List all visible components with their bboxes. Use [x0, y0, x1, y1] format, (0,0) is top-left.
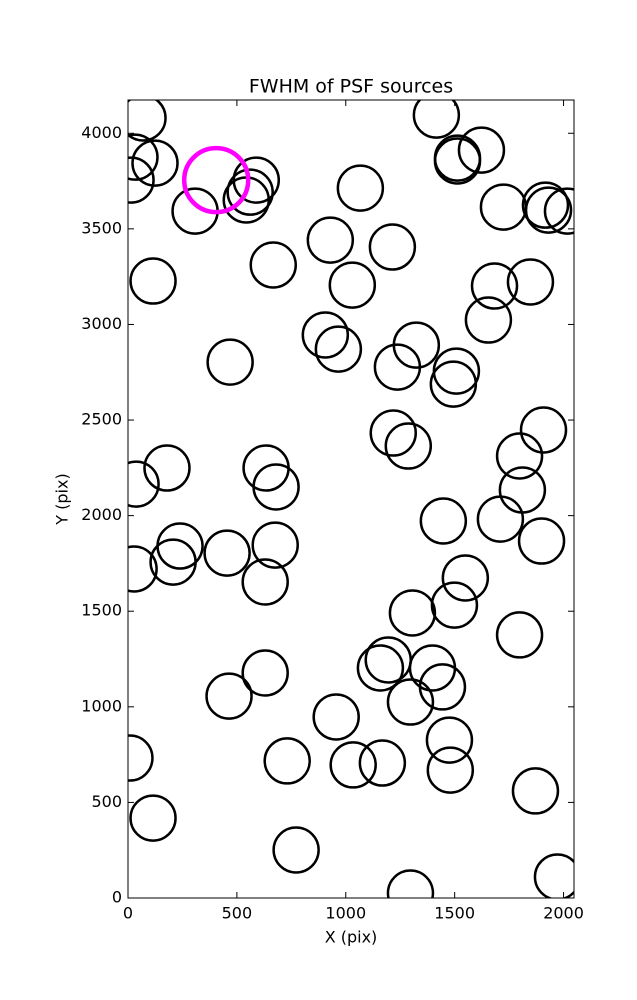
marker	[241, 558, 289, 606]
marker	[386, 678, 435, 726]
marker	[128, 545, 158, 593]
marker	[312, 693, 360, 741]
marker	[328, 261, 377, 309]
x-tick-label: 1000	[325, 904, 366, 923]
marker	[506, 258, 555, 306]
marker	[464, 296, 513, 344]
y-tick-label: 3000	[81, 314, 122, 333]
marker	[131, 139, 179, 187]
y-axis-label: Y (pix)	[53, 473, 72, 525]
marker	[252, 463, 300, 511]
marker	[206, 338, 254, 386]
marker	[373, 343, 422, 391]
marker	[205, 672, 253, 720]
marker	[272, 826, 320, 874]
y-tick-label: 4000	[81, 123, 122, 142]
marker	[143, 444, 191, 492]
marker	[519, 406, 568, 454]
marker	[419, 497, 468, 545]
marker	[426, 746, 475, 794]
marker	[511, 767, 560, 815]
y-tick-label: 2500	[81, 410, 122, 429]
plot-area	[128, 100, 574, 898]
y-tick-label: 2000	[81, 505, 122, 524]
marker	[470, 262, 519, 310]
marker	[524, 186, 573, 234]
marker	[358, 739, 407, 787]
marker	[203, 529, 251, 577]
y-tick-label: 3500	[81, 218, 122, 237]
marker	[388, 589, 437, 637]
marker	[128, 133, 159, 181]
marker	[226, 168, 274, 216]
marker	[495, 611, 544, 659]
y-tick-label: 1000	[81, 696, 122, 715]
marker	[301, 311, 350, 359]
marker	[476, 495, 525, 543]
marker	[263, 737, 311, 785]
marker	[128, 100, 167, 142]
marker	[369, 409, 417, 457]
y-tick-label: 0	[112, 888, 122, 907]
marker	[412, 100, 461, 139]
marker	[336, 164, 385, 212]
marker	[314, 325, 363, 373]
marker	[425, 716, 474, 764]
marker	[128, 460, 160, 508]
marker	[149, 538, 197, 586]
marker	[128, 734, 154, 782]
marker	[429, 360, 478, 408]
x-tick-label: 2000	[543, 904, 584, 923]
marker	[249, 241, 298, 289]
marker	[306, 216, 355, 264]
marker	[457, 126, 506, 174]
y-tick-label: 500	[91, 792, 122, 811]
marker	[517, 517, 566, 565]
marker	[329, 741, 377, 789]
marker	[181, 145, 251, 215]
marker	[368, 223, 417, 271]
x-tick-label: 1500	[434, 904, 475, 923]
marker	[495, 432, 544, 480]
x-tick-label: 0	[123, 904, 133, 923]
marker	[251, 521, 299, 569]
marker	[418, 663, 467, 711]
marker	[533, 853, 574, 898]
marker	[356, 644, 405, 692]
marker	[433, 137, 482, 185]
marker	[129, 257, 177, 305]
marker	[384, 422, 433, 470]
plot-frame	[127, 99, 575, 899]
marker	[241, 649, 289, 697]
marker	[386, 869, 435, 898]
y-tick-label: 1500	[81, 601, 122, 620]
marker	[521, 181, 570, 229]
marker	[129, 794, 177, 842]
marker	[430, 581, 479, 629]
x-tick-label: 500	[222, 904, 253, 923]
marker	[543, 187, 574, 235]
marker	[441, 554, 490, 602]
chart-title: FWHM of PSF sources	[249, 76, 453, 98]
marker	[128, 156, 155, 204]
x-axis-label: X (pix)	[325, 928, 378, 947]
